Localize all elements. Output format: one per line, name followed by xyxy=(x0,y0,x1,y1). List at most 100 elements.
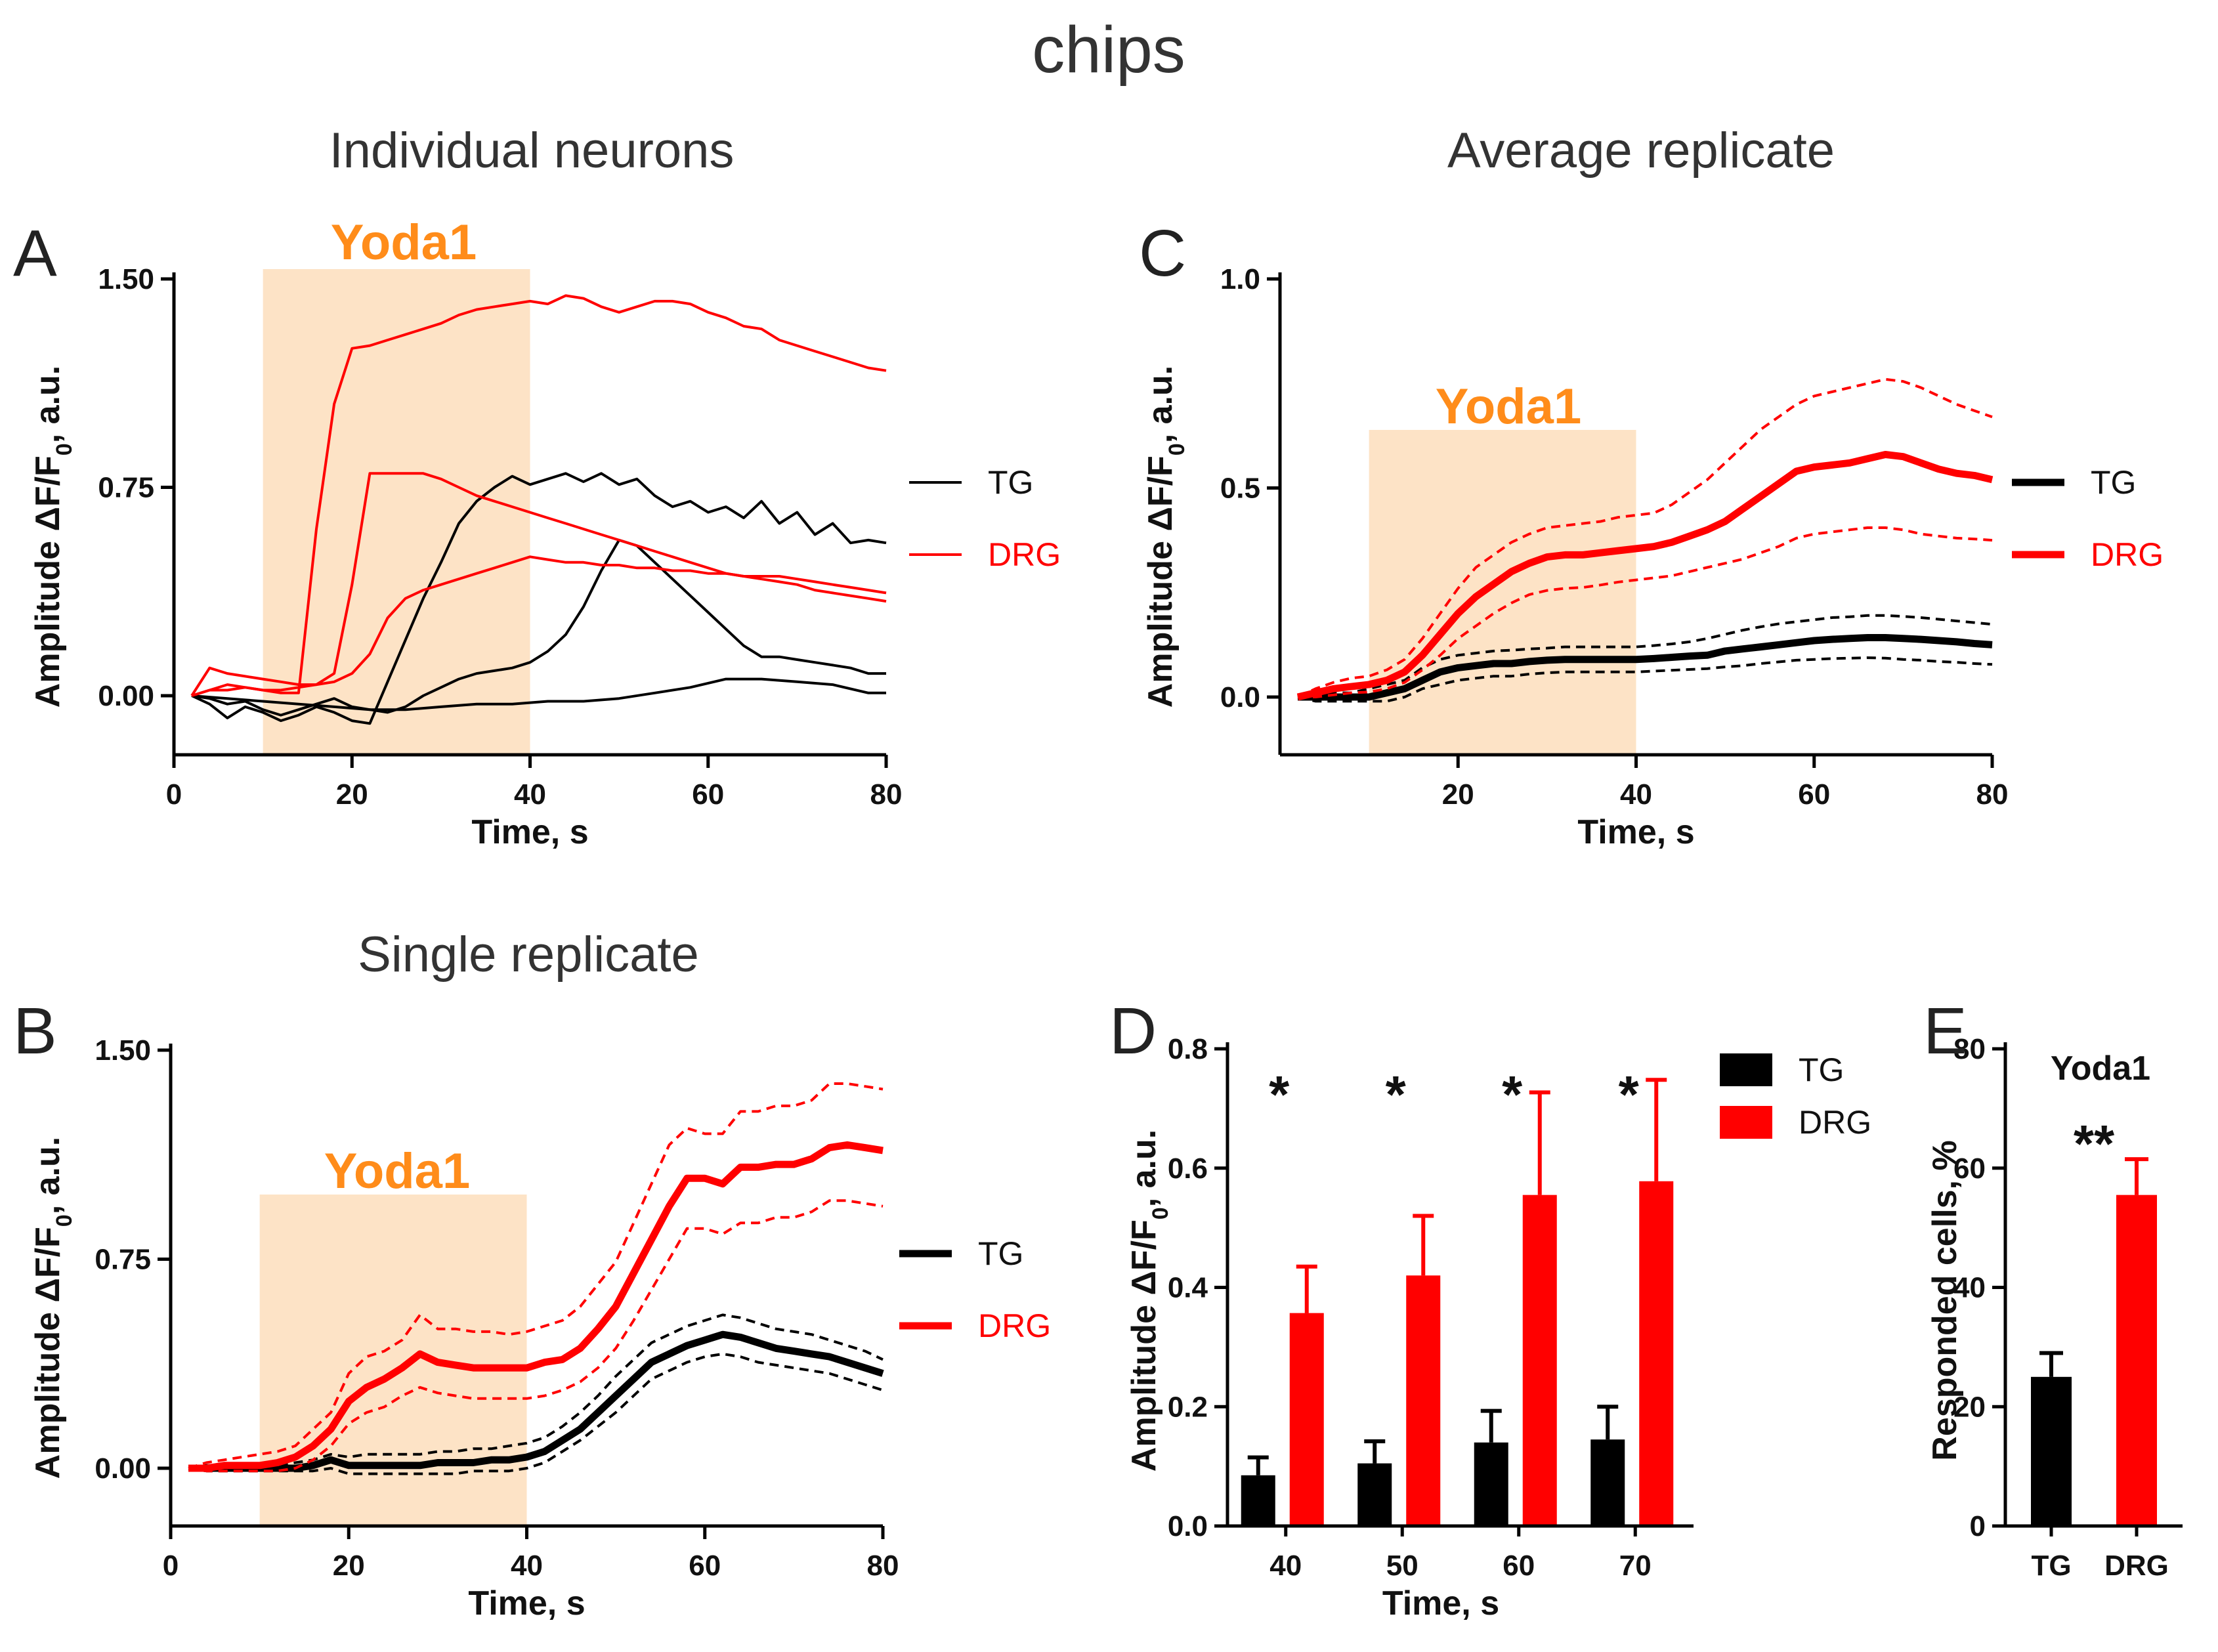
panel-letter-d: D xyxy=(1109,994,1157,1068)
panel-title-e: Yoda1 xyxy=(2051,1049,2150,1088)
x-tick-label-c-3: 80 xyxy=(1976,778,2009,811)
y-axis-label-a: Amplitude ΔF/F0, a.u. xyxy=(29,366,77,708)
bar-d-drg-50 xyxy=(1406,1275,1441,1526)
x-tick-label-d-1: 50 xyxy=(1386,1550,1418,1582)
panel-title-a: Individual neurons xyxy=(330,123,735,179)
x-tick-label-b-2: 40 xyxy=(511,1550,543,1582)
series-b-drg-band-4 xyxy=(188,1082,884,1470)
x-tick-label-d-3: 70 xyxy=(1619,1550,1652,1582)
y-tick-label-e-2: 40 xyxy=(1953,1272,1986,1304)
y-axis-label-d-main: Amplitude ΔF/F xyxy=(1125,1219,1163,1472)
y-tick-label-d-4: 0.8 xyxy=(1168,1033,1208,1065)
y-axis-label-b-main: Amplitude ΔF/F xyxy=(29,1227,67,1479)
x-tick-label-a-4: 80 xyxy=(870,778,903,811)
series-a-drg-thin-3 xyxy=(191,294,887,697)
y-tick-label-d-0: 0.0 xyxy=(1168,1510,1208,1542)
significance-d-0: * xyxy=(1269,1065,1290,1124)
y-tick-label-b-1: 0.75 xyxy=(95,1244,151,1276)
y-axis-label-c: Amplitude ΔF/F0, a.u. xyxy=(1141,366,1189,708)
y-axis-label-c-subscript: 0 xyxy=(1164,443,1189,455)
panel-c: Yoda1 0.0 0.5 1.0 20 40 60 80 Time, s Average rep… xyxy=(1139,123,2164,851)
x-tick-label-c-1: 40 xyxy=(1620,778,1652,811)
x-tick-label-d-2: 60 xyxy=(1503,1550,1535,1582)
y-tick-label-c-1: 0.5 xyxy=(1220,473,1260,505)
legend-label-d-drg: DRG xyxy=(1799,1104,1871,1141)
y-axis-label-c-main: Amplitude ΔF/F xyxy=(1141,455,1180,708)
series-c-drg-band-4 xyxy=(1297,377,1993,698)
y-axis-label-b-subscript: 0 xyxy=(52,1214,77,1227)
legend-swatch-d-drg xyxy=(1720,1106,1772,1139)
y-axis-label-a-subscript: 0 xyxy=(52,443,77,455)
y-axis-label-c-units: , a.u. xyxy=(1141,366,1180,443)
bar-d-drg-60 xyxy=(1522,1195,1557,1526)
series-a-tg-thin-0 xyxy=(191,472,887,725)
panel-d: 40 * 50 * 60 * 70 * 0.0 0.2 0.4 0.6 0.8 Time, s D TG DRG xyxy=(1109,994,1871,1622)
y-axis-label-d-units: , a.u. xyxy=(1125,1130,1163,1207)
panel-letter-a: A xyxy=(13,217,57,290)
legend-label-c-drg: DRG xyxy=(2091,536,2164,573)
y-axis-label-a-units: , a.u. xyxy=(29,366,67,443)
panel-title-b: Single replicate xyxy=(358,927,699,983)
series-a-tg-thin-1 xyxy=(191,538,886,717)
significance-d-3: * xyxy=(1619,1065,1640,1124)
y-axis-label-a-main: Amplitude ΔF/F xyxy=(29,455,67,708)
x-axis-label-c: Time, s xyxy=(1577,813,1694,851)
panel-title-c: Average replicate xyxy=(1447,123,1835,179)
y-tick-label-d-1: 0.2 xyxy=(1168,1391,1208,1423)
y-tick-label-e-3: 60 xyxy=(1953,1153,1986,1185)
stimulus-label-b: Yoda1 xyxy=(324,1143,470,1199)
y-tick-label-d-2: 0.4 xyxy=(1168,1272,1208,1304)
series-c-drg-band-5 xyxy=(1298,526,1993,698)
panel-a: Yoda1 0.00 0.75 1.50 0 20 40 60 80 Time, s Individ… xyxy=(13,123,1061,851)
series-a-drg-thin-5 xyxy=(190,555,887,697)
y-tick-label-c-2: 1.0 xyxy=(1220,263,1260,295)
y-tick-label-e-1: 20 xyxy=(1953,1391,1986,1423)
series-c-tg-band-2 xyxy=(1297,656,1993,703)
stimulus-band-a xyxy=(263,269,530,755)
series-c-tg-mean-0 xyxy=(1298,634,1993,701)
stimulus-band-b xyxy=(259,1195,527,1526)
y-tick-label-e-4: 80 xyxy=(1953,1033,1986,1065)
x-axis-label-a: Time, s xyxy=(471,813,588,851)
y-axis-label-d: Amplitude ΔF/F0, a.u. xyxy=(1125,1130,1173,1472)
panel-letter-b: B xyxy=(13,994,57,1068)
y-tick-label-a-1: 0.75 xyxy=(98,472,154,504)
legend-label-a-drg: DRG xyxy=(988,536,1061,573)
stimulus-label-a: Yoda1 xyxy=(331,215,477,270)
x-tick-label-a-2: 40 xyxy=(514,778,546,811)
y-tick-label-b-0: 0.00 xyxy=(95,1452,151,1485)
bar-d-drg-70 xyxy=(1639,1181,1674,1526)
legend-label-d-tg: TG xyxy=(1799,1051,1844,1088)
bar-e-drg xyxy=(2116,1195,2157,1526)
series-c-drg-mean-3 xyxy=(1296,451,1994,701)
significance-e: ** xyxy=(2074,1114,2115,1173)
y-axis-label-b: Amplitude ΔF/F0, a.u. xyxy=(29,1137,77,1479)
panel-b: Yoda1 0.00 0.75 1.50 0 20 40 60 80 Time, s Single … xyxy=(13,927,1051,1622)
x-tick-label-c-0: 20 xyxy=(1442,778,1474,811)
x-tick-label-b-1: 20 xyxy=(333,1550,365,1582)
figure-title: chips xyxy=(1032,13,1185,87)
series-a-tg-thin-2 xyxy=(191,677,886,711)
x-tick-label-b-3: 60 xyxy=(689,1550,721,1582)
series-a-drg-thin-4 xyxy=(191,472,887,697)
stimulus-band-c xyxy=(1369,430,1636,755)
legend-label-b-tg: TG xyxy=(978,1235,1023,1272)
x-tick-label-b-0: 0 xyxy=(163,1550,179,1582)
series-b-drg-band-5 xyxy=(188,1199,884,1473)
y-axis-label-e: Responded cells, % xyxy=(1926,1140,1964,1460)
series-c-tg-band-1 xyxy=(1297,614,1993,698)
y-tick-label-c-0: 0.0 xyxy=(1220,681,1260,713)
y-tick-label-e-0: 0 xyxy=(1970,1510,1986,1542)
bar-d-tg-60 xyxy=(1474,1442,1508,1526)
y-tick-label-b-2: 1.50 xyxy=(95,1034,151,1067)
series-b-tg-band-1 xyxy=(188,1313,884,1470)
bar-d-tg-50 xyxy=(1357,1463,1392,1526)
panel-letter-e: E xyxy=(1923,994,1967,1068)
y-axis-label-d-subscript: 0 xyxy=(1148,1207,1173,1219)
bar-d-tg-70 xyxy=(1590,1439,1625,1526)
y-tick-label-a-2: 1.50 xyxy=(98,263,154,295)
x-axis-label-d: Time, s xyxy=(1382,1584,1499,1622)
x-tick-label-b-4: 80 xyxy=(867,1550,899,1582)
panel-letter-c: C xyxy=(1139,217,1186,290)
bar-e-tg xyxy=(2031,1376,2072,1526)
